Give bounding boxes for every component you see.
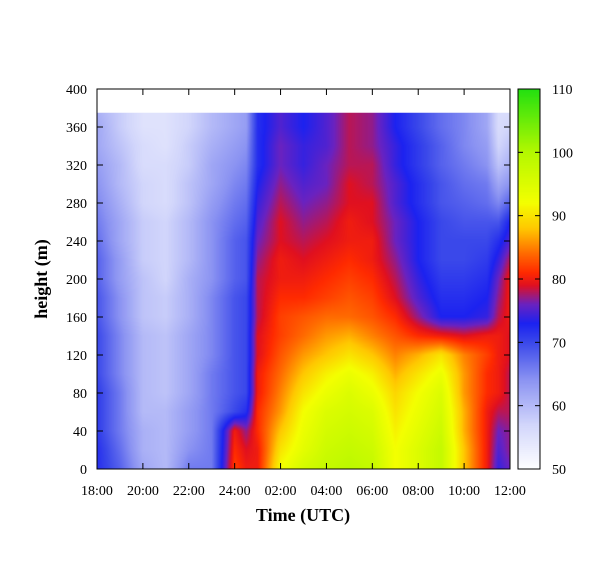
x-tick-label: 10:00: [448, 484, 480, 499]
x-tick-label: 06:00: [356, 484, 388, 499]
y-tick-label: 120: [66, 349, 87, 364]
y-axis-title: height (m): [31, 239, 52, 319]
colorbar-gradient: [518, 89, 540, 469]
heatmap-raster: [97, 112, 510, 469]
y-tick-label: 0: [80, 463, 87, 478]
colorbar-tick-label: 100: [552, 146, 573, 161]
colorbar: 50 60 70 80 90 100 110: [517, 83, 573, 478]
x-tick-label: 08:00: [402, 484, 434, 499]
colorbar-tick-label: 50: [552, 463, 566, 478]
x-tick-label: 04:00: [310, 484, 342, 499]
colorbar-tick-label: 90: [552, 210, 566, 225]
colorbar-tick-label: 60: [552, 400, 566, 415]
x-axis: 18:00 20:00 22:00 24:00 02:00 04:00 06:00 08:00…: [81, 89, 526, 499]
y-tick-label: 80: [73, 387, 87, 402]
y-tick-label: 360: [66, 121, 87, 136]
x-tick-label: 12:00: [494, 484, 526, 499]
colorbar-ticks: 50 60 70 80 90 100 110: [518, 83, 573, 478]
colorbar-tick-label: 80: [552, 273, 566, 288]
y-axis: 0 40 80 120 160 200 240 280 320 360 400: [66, 83, 510, 478]
x-tick-label: 20:00: [127, 484, 159, 499]
y-tick-label: 160: [66, 311, 87, 326]
plot-area: [96, 88, 511, 470]
y-tick-label: 40: [73, 425, 87, 440]
y-tick-label: 320: [66, 159, 87, 174]
y-tick-label: 240: [66, 235, 87, 250]
x-tick-label: 18:00: [81, 484, 113, 499]
y-tick-label: 200: [66, 273, 87, 288]
x-tick-label: 02:00: [265, 484, 297, 499]
x-tick-label: 24:00: [219, 484, 251, 499]
colorbar-tick-label: 110: [552, 83, 572, 98]
x-tick-label: 22:00: [173, 484, 205, 499]
y-tick-label: 280: [66, 197, 87, 212]
y-tick-label: 400: [66, 83, 87, 98]
colorbar-tick-label: 70: [552, 336, 566, 351]
x-axis-title: Time (UTC): [256, 505, 350, 526]
